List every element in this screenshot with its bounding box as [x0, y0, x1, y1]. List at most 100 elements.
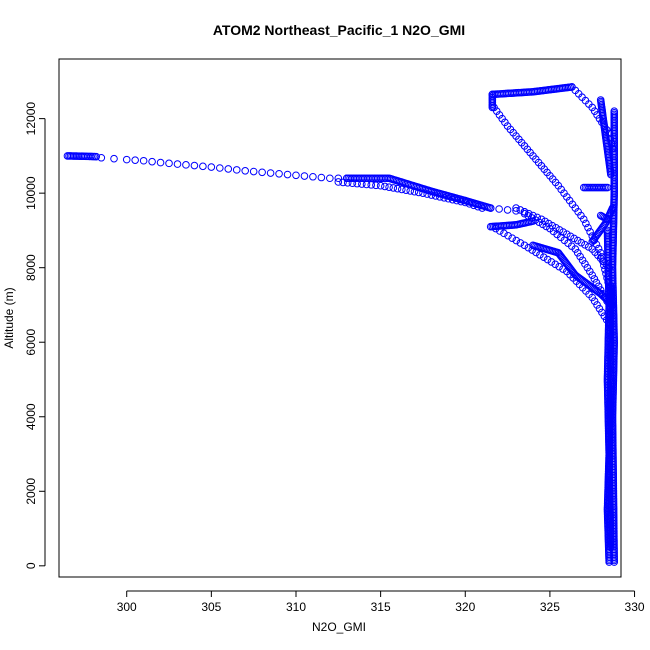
data-point	[594, 244, 603, 253]
data-points	[63, 83, 619, 566]
data-point	[300, 172, 309, 180]
data-point	[478, 204, 486, 212]
x-tick-label: 315	[371, 600, 391, 614]
data-point	[436, 193, 444, 201]
data-point	[381, 182, 389, 191]
data-point	[139, 156, 148, 165]
data-point	[491, 224, 500, 233]
data-point	[598, 308, 606, 317]
data-point	[385, 183, 393, 191]
data-point	[317, 173, 326, 182]
x-axis-label: N2O_GMI	[312, 620, 366, 634]
data-point	[241, 167, 249, 175]
data-point	[367, 181, 376, 189]
data-point	[496, 227, 504, 235]
data-point	[588, 271, 597, 279]
plot-frame	[58, 58, 622, 578]
data-point	[410, 187, 419, 196]
data-point	[586, 267, 594, 276]
data-point	[516, 239, 525, 247]
data-point	[596, 248, 605, 257]
y-axis: 0 2000 4000 6000 8000 10000 12000	[24, 102, 46, 569]
data-point	[199, 162, 207, 171]
x-tick-label: 310	[286, 600, 306, 614]
data-point	[542, 222, 551, 231]
data-point	[500, 229, 508, 238]
data-point	[110, 154, 118, 163]
data-point	[581, 260, 589, 268]
data-point	[389, 184, 398, 192]
data-point	[547, 258, 556, 266]
data-point	[551, 260, 560, 269]
data-point	[512, 204, 520, 212]
data-point	[156, 158, 165, 167]
data-point	[92, 152, 101, 161]
data-point	[427, 191, 436, 199]
data-point	[512, 207, 520, 215]
data-point	[397, 185, 406, 194]
data-point	[495, 205, 503, 213]
data-point	[582, 219, 590, 228]
y-tick-label: 8000	[24, 254, 38, 281]
data-point	[457, 197, 465, 206]
data-point	[173, 160, 182, 168]
chart-title: ATOM2 Northeast_Pacific_1 N2O_GMI	[213, 22, 465, 38]
data-point	[504, 231, 512, 240]
data-point	[581, 241, 589, 249]
data-point	[224, 165, 233, 173]
y-tick-label: 2000	[24, 478, 38, 505]
data-point	[232, 166, 241, 174]
data-point	[543, 255, 552, 264]
data-point	[538, 220, 547, 229]
y-tick-label: 0	[24, 562, 38, 569]
data-point	[97, 153, 106, 162]
y-tick-label: 6000	[24, 329, 38, 356]
data-point	[469, 201, 478, 210]
data-point	[524, 211, 532, 220]
data-point	[148, 157, 156, 166]
data-point	[555, 262, 563, 271]
data-point	[512, 236, 521, 245]
data-point	[444, 194, 453, 203]
data-point	[419, 189, 427, 197]
data-point	[249, 167, 258, 176]
data-point	[283, 170, 292, 179]
data-point	[334, 178, 343, 186]
data-point	[343, 179, 352, 187]
y-tick-label: 4000	[24, 403, 38, 430]
data-point	[486, 204, 495, 212]
data-point	[165, 159, 173, 168]
data-point	[431, 192, 440, 200]
x-tick-label: 305	[201, 600, 221, 614]
data-point	[448, 195, 457, 204]
data-point	[573, 236, 582, 245]
y-tick-label: 12000	[24, 102, 38, 136]
data-point	[573, 248, 582, 257]
data-point	[275, 169, 283, 178]
data-point	[539, 253, 548, 261]
data-point	[584, 243, 593, 251]
data-point	[590, 297, 599, 306]
data-point	[592, 278, 601, 287]
data-point	[576, 252, 584, 261]
data-point	[602, 214, 610, 223]
data-point	[258, 168, 266, 177]
data-point	[216, 164, 224, 172]
data-point	[586, 228, 594, 236]
data-point	[593, 301, 601, 309]
data-point	[372, 181, 380, 190]
data-point	[440, 194, 448, 202]
y-axis-label: Altitude (m)	[2, 287, 16, 348]
data-point	[326, 174, 334, 183]
data-point	[535, 218, 543, 226]
data-point	[402, 186, 410, 194]
x-tick-label: 330	[625, 600, 645, 614]
data-point	[571, 245, 580, 253]
x-axis: 300 305 310 315 320 325 330	[117, 590, 645, 614]
data-point	[570, 234, 578, 243]
data-point	[590, 275, 599, 283]
data-point	[362, 180, 371, 189]
data-point	[520, 209, 529, 218]
data-point	[348, 179, 357, 188]
